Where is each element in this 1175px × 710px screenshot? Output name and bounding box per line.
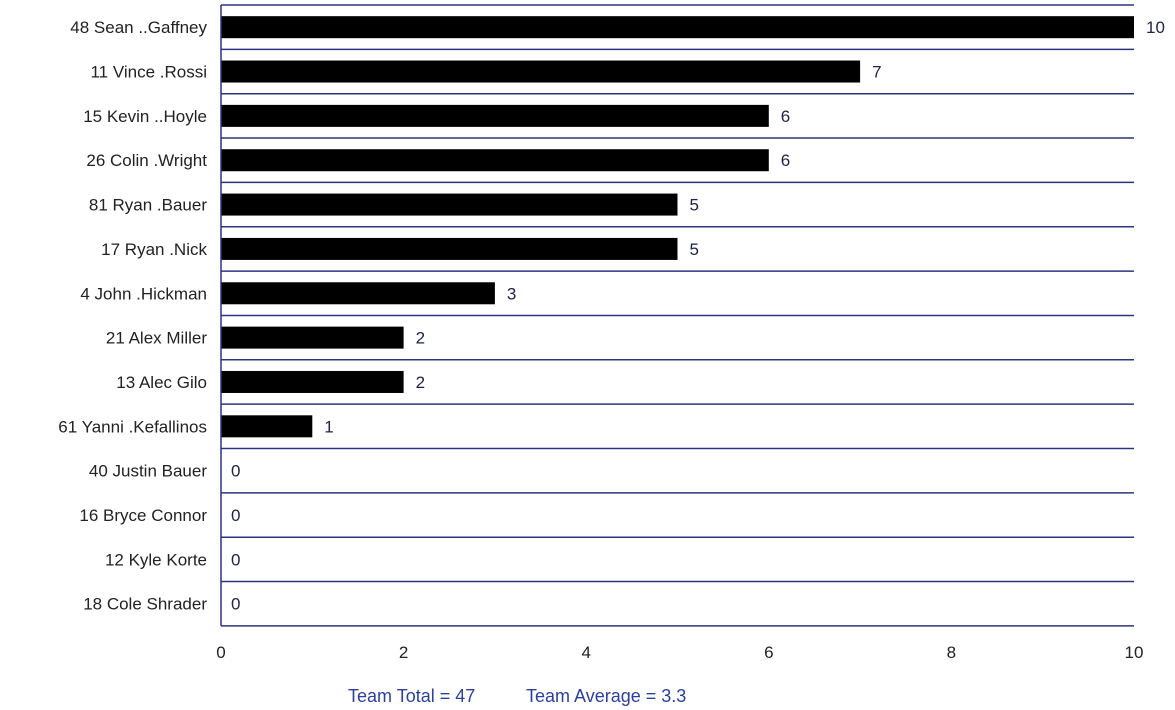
bar: [221, 60, 861, 83]
data-label: 2: [416, 329, 425, 348]
bar: [221, 193, 678, 216]
x-tick-label: 10: [1125, 643, 1144, 662]
x-tick-label: 4: [581, 643, 590, 662]
category-label: 81 Ryan .Bauer: [89, 196, 207, 215]
data-label: 5: [690, 240, 699, 259]
data-label: 0: [231, 462, 240, 481]
data-label: 2: [416, 373, 425, 392]
bar: [221, 370, 404, 393]
category-label: 16 Bryce Connor: [79, 506, 207, 525]
x-tick-label: 0: [216, 643, 225, 662]
bars: [221, 16, 1134, 438]
category-label: 15 Kevin ..Hoyle: [83, 107, 207, 126]
category-label: 48 Sean ..Gaffney: [70, 18, 207, 37]
data-label: 0: [231, 550, 240, 569]
team-average-label: Team Average = 3.3: [526, 686, 687, 706]
category-label: 40 Justin Bauer: [89, 462, 207, 481]
data-label: 5: [690, 196, 699, 215]
category-label: 4 John .Hickman: [80, 284, 207, 303]
bar: [221, 326, 404, 349]
data-label: 6: [781, 107, 790, 126]
x-tick-label: 6: [764, 643, 773, 662]
data-label: 0: [231, 595, 240, 614]
data-label: 1: [324, 417, 333, 436]
row-separators: [221, 4, 1134, 627]
category-label: 13 Alec Gilo: [116, 373, 207, 392]
category-label: 26 Colin .Wright: [86, 151, 207, 170]
bar: [221, 16, 1134, 39]
x-axis: 0 2 4 6 8 10: [216, 5, 1143, 662]
category-label: 21 Alex Miller: [106, 329, 207, 348]
bar: [221, 149, 769, 172]
category-label: 11 Vince .Rossi: [90, 63, 207, 82]
data-label: 3: [507, 284, 516, 303]
x-tick-label: 2: [399, 643, 408, 662]
data-label: 7: [872, 63, 881, 82]
team-total-label: Team Total = 47: [348, 686, 476, 706]
chart-footer: Team Total = 47 Team Average = 3.3: [0, 686, 1175, 710]
category-label: 61 Yanni .Kefallinos: [58, 417, 207, 436]
category-label: 17 Ryan .Nick: [101, 240, 207, 259]
bar: [221, 415, 313, 438]
category-label: 12 Kyle Korte: [105, 550, 207, 569]
x-tick-label: 8: [947, 643, 956, 662]
category-label: 18 Cole Shrader: [83, 595, 207, 614]
bar: [221, 104, 769, 127]
data-label: 6: [781, 151, 790, 170]
bar: [221, 237, 678, 260]
data-label: 10: [1146, 18, 1165, 37]
bar: [221, 282, 495, 305]
data-label: 0: [231, 506, 240, 525]
